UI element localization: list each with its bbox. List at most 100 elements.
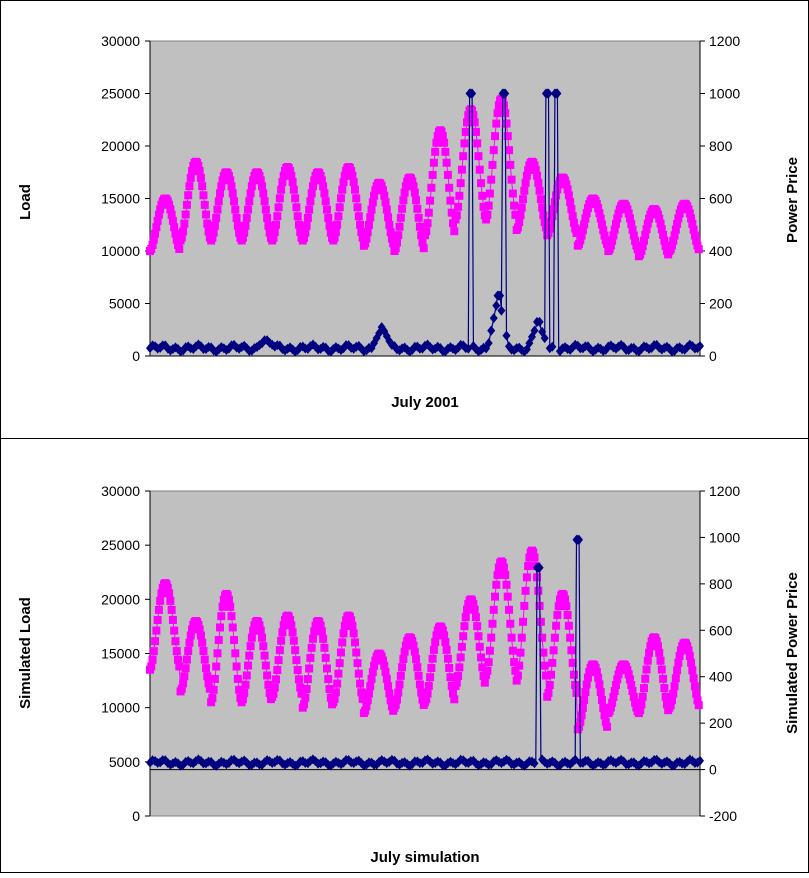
- load-point: [563, 611, 572, 620]
- load-point: [171, 637, 180, 646]
- load-point: [670, 682, 679, 691]
- load-point: [166, 596, 175, 605]
- load-point: [216, 189, 225, 198]
- load-point: [148, 240, 157, 249]
- load-point: [563, 185, 572, 194]
- load-point: [263, 213, 272, 222]
- load-point: [454, 672, 463, 681]
- load-point: [487, 175, 496, 184]
- load-point: [151, 637, 160, 646]
- load-point: [325, 685, 334, 694]
- load-point: [594, 673, 603, 682]
- load-point: [628, 687, 637, 696]
- load-point: [400, 647, 409, 656]
- load-point: [409, 641, 418, 650]
- load-point: [552, 621, 561, 630]
- load-point: [149, 647, 158, 656]
- load-point: [321, 197, 330, 206]
- load-point: [418, 238, 427, 247]
- load-point: [209, 685, 218, 694]
- load-point: [631, 698, 640, 707]
- load-point: [368, 198, 377, 207]
- load-point: [501, 570, 510, 579]
- load-point: [424, 208, 433, 217]
- load-point: [438, 131, 447, 140]
- load-point: [669, 236, 678, 245]
- load-point: [459, 152, 468, 161]
- load-point: [597, 220, 606, 229]
- load-point: [596, 214, 605, 223]
- load-point: [370, 191, 379, 200]
- load-point: [363, 228, 372, 237]
- load-point: [642, 225, 651, 234]
- load-point: [687, 658, 696, 667]
- load-point: [552, 191, 561, 200]
- load-point: [688, 666, 697, 675]
- load-point: [480, 678, 489, 687]
- load-point: [227, 182, 236, 191]
- load-point: [614, 670, 623, 679]
- load-point: [491, 132, 500, 141]
- load-point: [660, 684, 669, 693]
- load-point: [396, 213, 405, 222]
- load-point: [517, 633, 526, 642]
- load-point: [694, 245, 703, 254]
- load-point: [688, 219, 697, 228]
- load-point: [494, 563, 503, 572]
- price-point: [484, 338, 493, 349]
- load-point: [287, 621, 296, 630]
- load-point: [675, 652, 684, 661]
- load-point: [577, 231, 586, 240]
- load-point: [316, 171, 325, 180]
- left-axis-tick-label: 30000: [101, 33, 140, 49]
- load-point: [305, 205, 314, 214]
- load-point: [203, 672, 212, 681]
- load-point: [456, 179, 465, 188]
- load-point: [471, 613, 480, 622]
- load-point: [597, 695, 606, 704]
- load-point: [167, 605, 176, 614]
- load-point: [392, 695, 401, 704]
- load-point: [303, 213, 312, 222]
- load-point: [592, 200, 601, 209]
- load-point: [660, 236, 669, 245]
- load-point: [367, 674, 376, 683]
- load-point: [578, 703, 587, 712]
- x-axis-title-bottom: July simulation: [370, 849, 479, 866]
- load-point: [442, 158, 451, 167]
- load-point: [673, 219, 682, 228]
- price-point: [487, 325, 496, 336]
- load-point: [218, 602, 227, 611]
- load-point: [353, 659, 362, 668]
- load-point: [265, 228, 274, 237]
- load-point: [247, 182, 256, 191]
- load-point: [625, 675, 634, 684]
- load-point: [292, 203, 301, 212]
- load-point: [336, 194, 345, 203]
- load-point: [629, 693, 638, 702]
- load-point: [653, 210, 662, 219]
- load-point: [364, 689, 373, 698]
- load-point: [599, 703, 608, 712]
- load-point: [233, 674, 242, 683]
- load-point: [198, 182, 207, 191]
- load-point: [398, 204, 407, 213]
- load-point: [544, 229, 553, 238]
- load-point: [247, 633, 256, 642]
- load-point: [292, 656, 301, 665]
- load-point: [185, 638, 194, 647]
- load-point: [583, 673, 592, 682]
- load-point: [564, 621, 573, 630]
- load-point: [491, 592, 500, 601]
- load-point: [692, 236, 701, 245]
- load-point: [427, 663, 436, 672]
- load-point: [531, 165, 540, 174]
- load-point: [413, 663, 422, 672]
- load-point: [520, 601, 529, 610]
- load-point: [204, 679, 213, 688]
- load-point: [386, 696, 395, 705]
- load-point: [423, 689, 432, 698]
- load-point: [414, 671, 423, 680]
- load-point: [661, 242, 670, 251]
